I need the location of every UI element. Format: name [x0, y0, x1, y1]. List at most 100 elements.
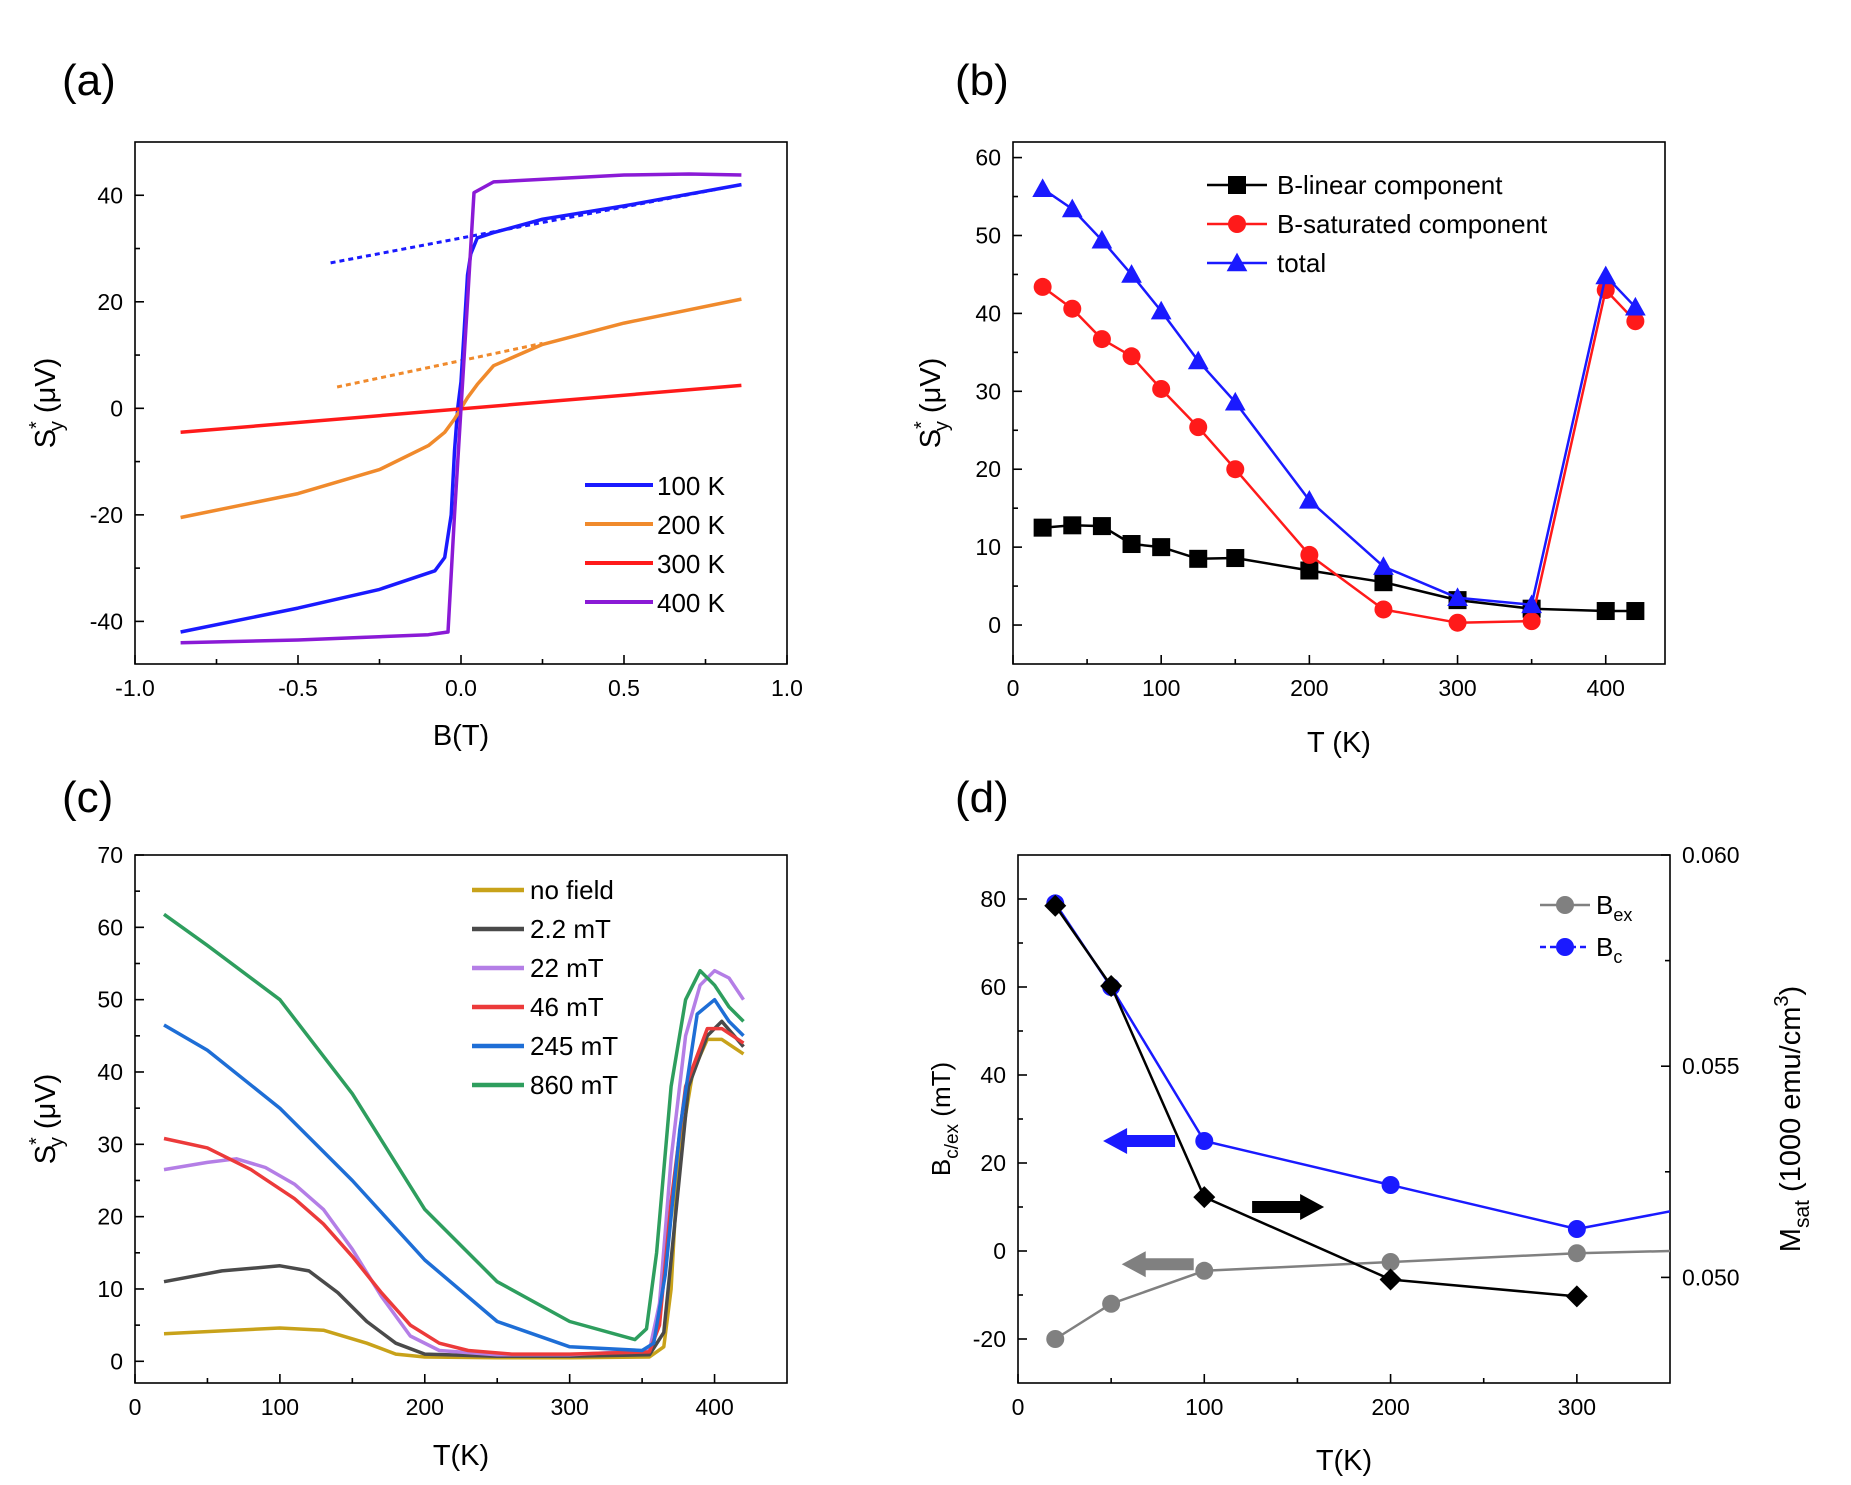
panel-label: (d)	[955, 773, 1009, 822]
y-tick-label: 10	[97, 1276, 123, 1302]
x-tick-label: 300	[1558, 1394, 1596, 1420]
legend-marker	[1556, 896, 1574, 914]
ylabel-right-unit: (1000 emu/cm	[1775, 1007, 1807, 1200]
data-point	[1195, 1132, 1214, 1150]
legend-label: 100 K	[657, 471, 726, 501]
x-axis-label: B(T)	[433, 720, 489, 752]
data-point	[1373, 556, 1394, 575]
y-right-tick-label: 0.055	[1682, 1053, 1740, 1079]
data-point	[1300, 545, 1319, 564]
data-point	[1381, 1253, 1400, 1271]
ylabel-unit: (μV)	[915, 358, 947, 421]
y-tick-label: 30	[97, 1131, 123, 1157]
x-tick-label: 400	[695, 1394, 733, 1420]
data-point	[1092, 517, 1111, 536]
y-right-tick-label: 0.050	[1682, 1264, 1740, 1290]
y-tick-label: 0	[988, 612, 1001, 638]
direction-arrow	[1121, 1251, 1194, 1278]
data-point	[1379, 1268, 1402, 1291]
data-point	[1102, 1294, 1121, 1313]
legend-label: 860 mT	[530, 1070, 618, 1100]
x-tick-label: -0.5	[278, 675, 318, 701]
legend-marker	[1228, 176, 1246, 194]
series-line	[1041, 285, 1637, 624]
panel-b: (b) 0 100 200 300 400 0 10 20 30 40 50 60 T (K) S*y (μ…	[911, 56, 1666, 759]
series-line	[163, 1026, 745, 1356]
x-tick-label: 1.0	[771, 675, 803, 701]
ylabel-left-sub: c/ex	[942, 1123, 963, 1158]
data-point	[1381, 1176, 1400, 1194]
legend-label: 400 K	[657, 588, 726, 618]
data-point	[1091, 229, 1113, 249]
panel-d-data	[1044, 894, 1670, 1348]
x-tick-label: 100	[1142, 675, 1180, 701]
legend-label: Bex	[1596, 890, 1632, 925]
data-point	[1152, 538, 1171, 557]
x-tick-label: 0	[1007, 675, 1020, 701]
data-point	[1152, 379, 1171, 398]
series-line	[163, 968, 745, 1357]
data-point	[1150, 300, 1172, 320]
data-point	[1226, 549, 1245, 568]
y-tick-label: 40	[97, 1059, 123, 1085]
legend-marker	[1226, 252, 1248, 272]
x-tick-label: 200	[406, 1394, 444, 1420]
ylabel-main: S	[30, 429, 62, 448]
legend-label: 300 K	[657, 549, 726, 579]
data-point	[1595, 265, 1617, 285]
data-point	[1626, 312, 1645, 331]
y-axis-label: S*y (μV)	[26, 1074, 68, 1165]
ylabel-main: S	[30, 1145, 62, 1164]
fit-line	[336, 341, 543, 389]
y-tick-label: 10	[975, 534, 1001, 560]
x-tick-label: 200	[1371, 1394, 1409, 1420]
x-tick-label: 300	[1438, 675, 1476, 701]
panel-a: (a) -1.0 -0.5 0.0 0.5 1.0 -40 -20 0 20 40 B(T) S*y (…	[26, 56, 803, 752]
x-tick-label: 100	[261, 1394, 299, 1420]
data-point	[1567, 1220, 1586, 1238]
legend-label: total	[1277, 248, 1326, 278]
ylabel-left-unit: (mT)	[926, 1062, 956, 1124]
series-line	[162, 912, 745, 1342]
y-tick-label: 30	[975, 378, 1001, 404]
y-tick-label: 80	[980, 886, 1006, 912]
legend-marker	[1228, 215, 1246, 233]
ylabel-main: S	[915, 429, 947, 448]
ylabel-left-main: B	[926, 1159, 956, 1176]
legend-label-sub: c	[1613, 947, 1622, 967]
x-tick-label: 300	[550, 1394, 588, 1420]
legend-label: 22 mT	[530, 953, 604, 983]
panel-label: (c)	[62, 773, 113, 822]
y-tick-label: 20	[980, 1150, 1006, 1176]
data-point	[1300, 561, 1319, 580]
legend-marker	[1556, 938, 1574, 956]
series-line	[1054, 1249, 1670, 1341]
x-axis-label: T(K)	[1316, 1445, 1372, 1477]
legend-label-main: B	[1596, 932, 1613, 962]
y-tick-label: 50	[975, 222, 1001, 248]
data-point	[1447, 587, 1468, 607]
panel-c: (c) 0 100 200 300 400 0 10 20 30 40 50 60 70 T(K) S*y (…	[26, 773, 788, 1472]
legend-label: Bc	[1596, 932, 1622, 967]
data-point	[1299, 490, 1320, 509]
ylabel-sub: y	[46, 1137, 68, 1147]
y-tick-label: 50	[97, 987, 123, 1013]
y-right-axis-label: Msat (1000 emu/cm3)	[1771, 986, 1814, 1252]
data-point	[1521, 594, 1542, 614]
y-tick-label: 70	[97, 842, 123, 868]
fit-line	[330, 183, 742, 265]
data-point	[1092, 330, 1111, 349]
data-point	[1044, 894, 1067, 917]
y-tick-label: 40	[975, 300, 1001, 326]
data-point	[1033, 518, 1052, 537]
y-tick-label: 40	[97, 182, 123, 208]
legend-label: no field	[530, 875, 614, 905]
data-point	[1189, 418, 1208, 437]
legend-label-sub: ex	[1613, 905, 1632, 925]
ylabel-sub: y	[46, 421, 68, 431]
y-axis-label: S*y (μV)	[911, 358, 953, 449]
data-point	[1032, 178, 1053, 198]
data-point	[1033, 277, 1052, 296]
plot-frame	[134, 854, 788, 1384]
